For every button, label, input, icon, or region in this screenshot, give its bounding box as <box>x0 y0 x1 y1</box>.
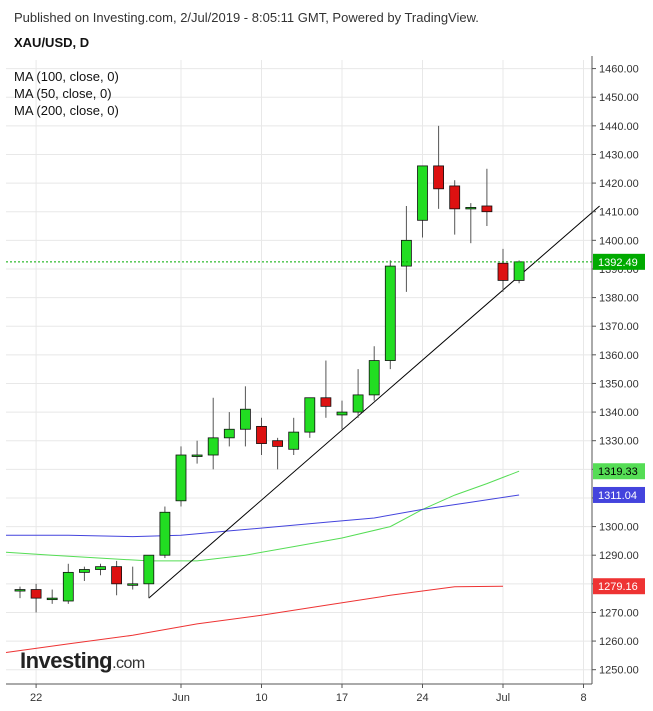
candle-body <box>497 262 509 281</box>
y-tick-label: 1260.00 <box>599 636 639 648</box>
published-header: Published on Investing.com, 2/Jul/2019 -… <box>14 10 479 25</box>
trendline <box>148 205 600 599</box>
candle-body <box>14 589 26 592</box>
candlesticks <box>14 125 525 613</box>
y-tick-label: 1450.00 <box>599 92 639 104</box>
chart-axes <box>6 56 593 685</box>
candle-body <box>433 165 445 190</box>
price-badge-ma-label: 1319.33 <box>598 466 638 478</box>
x-tick-label: 22 <box>30 692 42 704</box>
x-tick-label: Jul <box>496 692 510 704</box>
ma-legend: MA (100, close, 0) MA (50, close, 0) MA … <box>14 68 119 119</box>
price-badge-current-label: 1392.49 <box>598 257 638 269</box>
y-tick-label: 1400.00 <box>599 235 639 247</box>
candle-body <box>127 583 139 586</box>
y-tick-label: 1270.00 <box>599 607 639 619</box>
moving-average-lines <box>5 470 520 653</box>
candle-body <box>352 394 364 413</box>
legend-ma200[interactable]: MA (200, close, 0) <box>14 103 119 118</box>
price-badge-ma-bg <box>593 486 645 503</box>
candle-body <box>223 428 235 439</box>
y-tick-label: 1420.00 <box>599 178 639 190</box>
price-badge-current-bg <box>593 253 645 270</box>
y-tick-label: 1410.00 <box>599 207 639 219</box>
y-tick-label: 1460.00 <box>599 64 639 76</box>
candle-body <box>95 566 106 570</box>
candle-body <box>46 597 58 601</box>
x-tick-label: 8 <box>580 692 586 704</box>
logo-main: Investing <box>20 648 113 673</box>
investing-logo[interactable]: Investing.com <box>20 648 145 674</box>
legend-ma50[interactable]: MA (50, close, 0) <box>14 86 112 101</box>
ma-line <box>5 585 504 653</box>
ma-line <box>6 494 520 538</box>
logo-suffix: .com <box>112 655 145 672</box>
trendline-segment <box>148 205 600 599</box>
candle-body <box>288 431 300 450</box>
candle-body <box>79 569 90 573</box>
candle-body <box>449 185 461 210</box>
y-tick-label: 1440.00 <box>599 121 639 133</box>
y-tick-label: 1340.00 <box>599 407 639 419</box>
candle-body <box>384 265 396 361</box>
candle-body <box>400 239 412 267</box>
chart-grid <box>6 60 592 684</box>
x-axis-labels: 22 Jun 10 17 24 Jul 8 <box>30 684 587 704</box>
y-tick-label: 1330.00 <box>599 436 639 448</box>
y-tick-label: 1370.00 <box>599 321 639 333</box>
candle-body <box>336 411 348 416</box>
candle-body <box>239 408 251 430</box>
price-badge-ma-label: 1311.04 <box>598 490 637 502</box>
candle-body <box>304 397 316 433</box>
y-tick-label: 1430.00 <box>599 149 639 161</box>
price-badge-ma-bg <box>593 463 645 480</box>
y-tick-label: 1290.00 <box>599 550 639 562</box>
ma-line <box>5 470 520 562</box>
x-tick-label: 10 <box>255 692 267 704</box>
candle-body <box>368 360 380 396</box>
candle-body <box>30 589 42 599</box>
candle-body <box>481 205 493 213</box>
x-tick-label: 24 <box>416 692 428 704</box>
candle-body <box>175 454 187 502</box>
candle-body <box>320 397 332 407</box>
candle-body <box>272 440 284 447</box>
y-tick-label: 1250.00 <box>599 665 639 677</box>
y-tick-label: 1380.00 <box>599 293 639 305</box>
legend-ma100[interactable]: MA (100, close, 0) <box>14 69 119 84</box>
x-tick-label: 17 <box>336 692 348 704</box>
candle-body <box>513 261 525 281</box>
price-badge-ma-label: 1279.16 <box>598 581 638 593</box>
candle-body <box>417 165 428 221</box>
candle-body <box>62 571 74 602</box>
candle-body <box>159 511 171 556</box>
candle-body <box>191 454 203 457</box>
candle-body <box>256 425 267 444</box>
y-tick-label: 1360.00 <box>599 350 639 362</box>
candle-body <box>143 554 155 585</box>
price-badge-ma-bg <box>593 578 645 595</box>
symbol-title: XAU/USD, D <box>14 35 90 50</box>
price-badges: 1392.49 1279.16 1319.33 1311.04 <box>593 253 645 595</box>
x-tick-label: Jun <box>172 692 190 704</box>
y-tick-label: 1300.00 <box>599 522 639 534</box>
y-tick-label: 1350.00 <box>599 378 639 390</box>
candle-body <box>465 207 477 210</box>
candle-body <box>111 566 122 585</box>
candle-body <box>207 437 219 456</box>
